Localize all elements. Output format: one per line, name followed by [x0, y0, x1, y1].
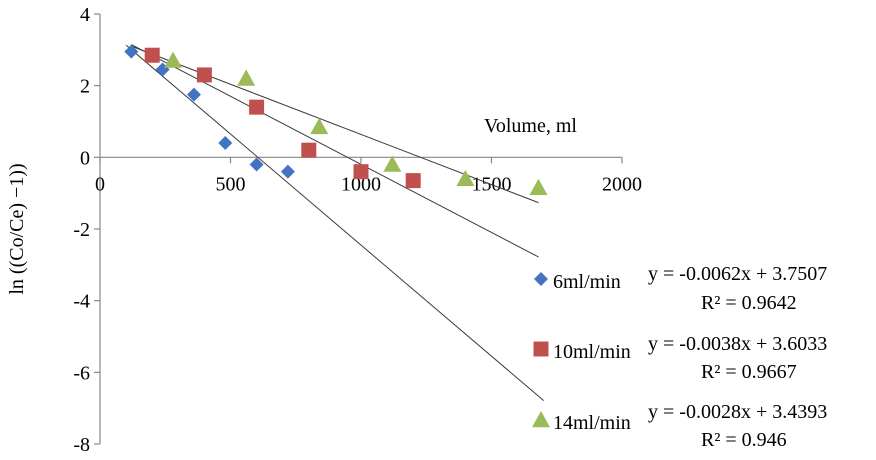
legend-marker [532, 411, 550, 428]
trendline-10ml-min [131, 44, 539, 258]
trend-equation: y = -0.0038x + 3.6033 [648, 333, 827, 355]
trend-r-squared: R² = 0.946 [701, 429, 787, 451]
y-tick-label: 2 [80, 76, 90, 98]
data-point [310, 117, 329, 135]
data-point [353, 164, 369, 180]
data-point [405, 173, 421, 189]
axes [99, 14, 622, 444]
trend-equation: y = -0.0028x + 3.4393 [648, 401, 827, 423]
trend-r-squared: R² = 0.9642 [701, 292, 797, 314]
data-point [249, 157, 264, 172]
x-axis-title: Volume, ml [484, 115, 577, 137]
y-tick-label: -4 [73, 291, 90, 313]
x-tick-label: 500 [216, 173, 246, 195]
data-point [196, 67, 212, 83]
y-tick-label: -2 [73, 219, 90, 241]
data-point [301, 142, 317, 158]
data-point [280, 164, 295, 179]
data-point [144, 47, 160, 63]
legend-label: 10ml/min [553, 341, 631, 363]
y-tick-label: 0 [80, 147, 90, 169]
data-point [164, 51, 183, 68]
trendlines [125, 44, 545, 401]
data-point [186, 87, 201, 102]
legend-marker [534, 272, 548, 286]
legend-label: 6ml/min [553, 271, 621, 293]
data-point [155, 62, 170, 77]
x-tick-label: 2000 [602, 173, 642, 195]
data-point [383, 155, 402, 172]
data-point [249, 99, 265, 115]
y-tick-label: -6 [73, 362, 90, 384]
data-point [237, 69, 256, 86]
trend-equation: y = -0.0062x + 3.7507 [648, 263, 827, 285]
data-point [218, 136, 233, 150]
legend: 6ml/min y = -0.0062x + 3.7507 R² = 0.9642 1… [532, 263, 827, 451]
x-tick-label: 1000 [341, 173, 381, 195]
x-tick-label: 0 [95, 173, 105, 195]
data-point [124, 44, 139, 59]
trend-r-squared: R² = 0.9667 [701, 361, 797, 383]
data-point [529, 178, 548, 195]
data-points [124, 44, 548, 195]
y-tick-label: 4 [80, 4, 90, 26]
trendline-14ml-min [131, 45, 539, 204]
trendline-6ml-min [125, 44, 545, 401]
y-tick-label: -8 [73, 434, 90, 456]
legend-marker [533, 341, 549, 357]
data-point [456, 169, 475, 187]
legend-label: 14ml/min [553, 412, 631, 434]
y-axis-title: ln ((Co/Ce) −1)) [6, 163, 28, 294]
